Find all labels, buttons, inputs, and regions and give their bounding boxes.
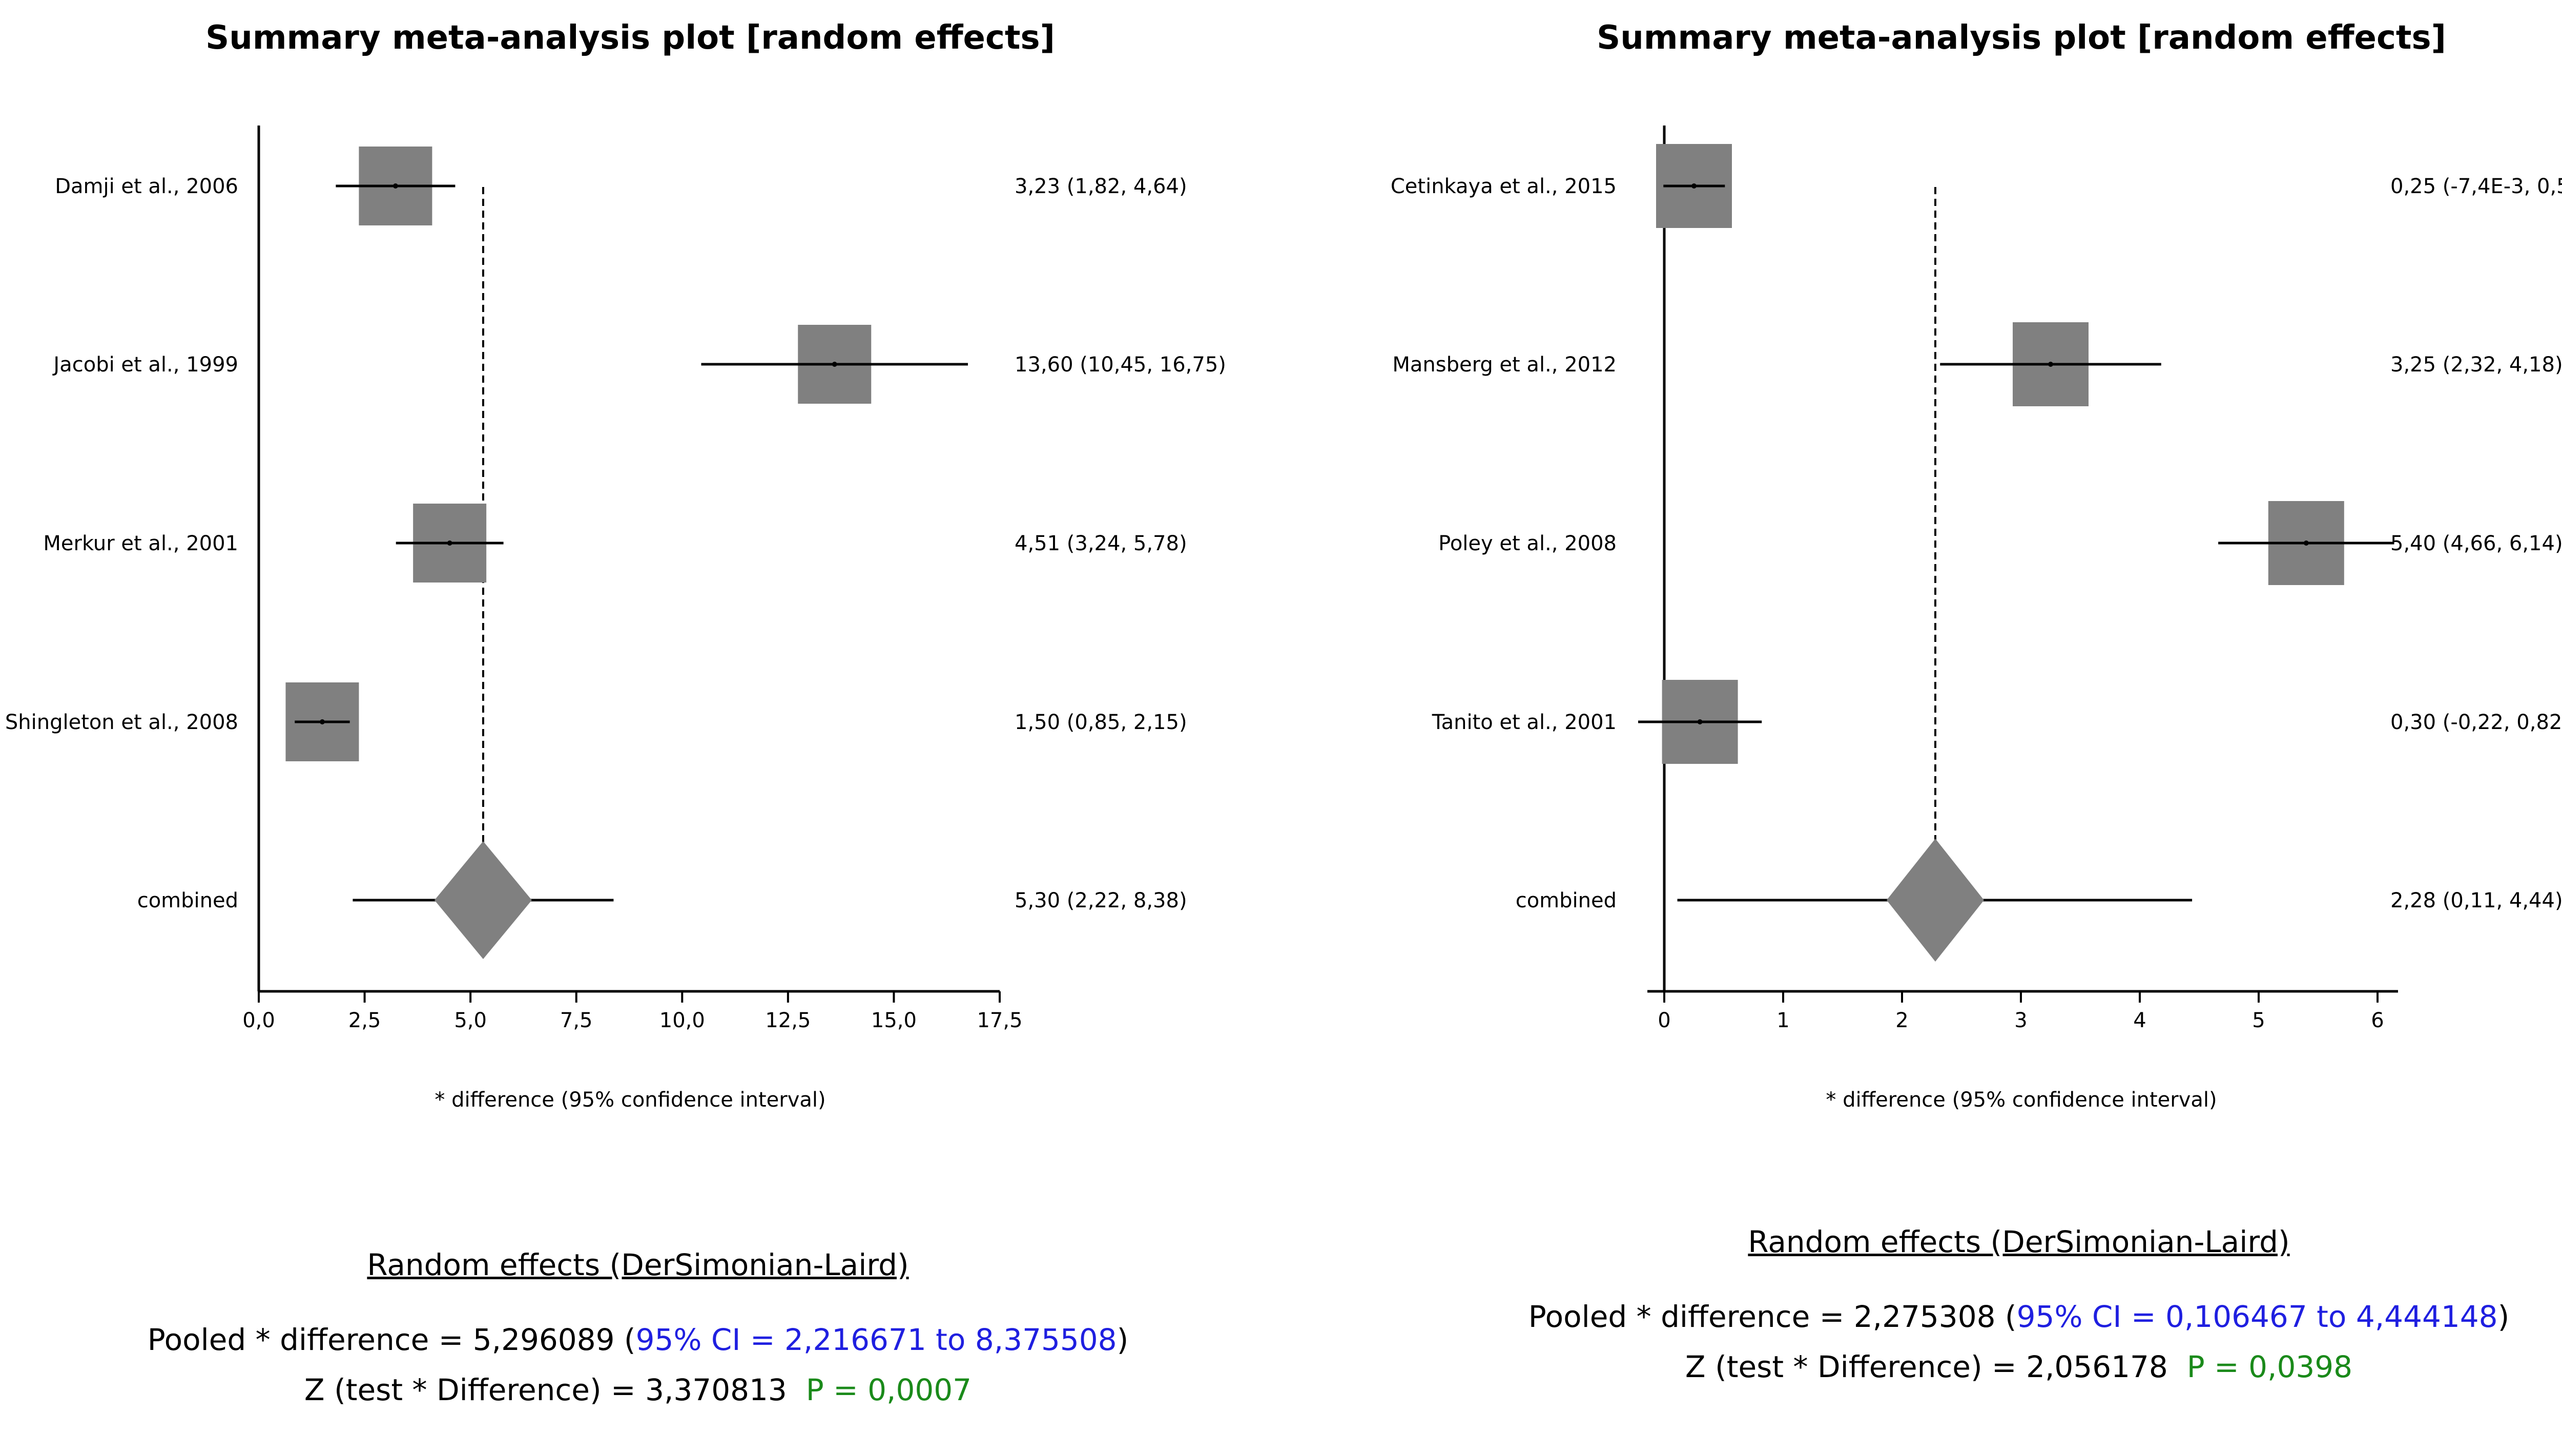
x-tick-label: 3 — [2014, 1009, 2027, 1032]
z-line: Z (test * Difference) = 2,056178 P = 0,0… — [1455, 1342, 2562, 1392]
x-tick-label: 0,0 — [242, 1009, 275, 1032]
study-ci-text: 0,30 (-0,22, 0,82) — [2390, 711, 2562, 734]
study-point — [447, 540, 452, 546]
pooled-line: Pooled * difference = 2,275308 (95% CI =… — [1455, 1292, 2562, 1342]
combined-diamond — [434, 841, 532, 959]
pooled-line: Pooled * difference = 5,296089 (95% CI =… — [74, 1315, 1202, 1365]
study-point — [392, 183, 398, 189]
study-label: Cetinkaya et al., 2015 — [1391, 175, 1617, 198]
combined-ci-text: 5,30 (2,22, 8,38) — [1015, 889, 1187, 912]
pooled-suffix: ) — [1117, 1322, 1129, 1357]
study-label: Tanito et al., 2001 — [1432, 711, 1617, 734]
study-point — [1697, 719, 1703, 724]
z-text: Z (test * Difference) = 2,056178 — [1685, 1349, 2168, 1384]
x-tick-label: 15,0 — [871, 1009, 917, 1032]
x-tick-label: 5 — [2252, 1009, 2265, 1032]
x-tick-label: 10,0 — [659, 1009, 705, 1032]
chart-title: Summary meta-analysis plot [random effec… — [205, 19, 1055, 57]
p-value: P = 0,0398 — [2186, 1349, 2353, 1384]
combined-ci-text: 2,28 (0,11, 4,44) — [2390, 889, 2562, 912]
study-point — [1691, 183, 1697, 189]
study-point — [832, 362, 837, 367]
study-ci-text: 4,51 (3,24, 5,78) — [1015, 532, 1187, 555]
summary-right: Random effects (DerSimonian-Laird) Poole… — [1455, 1217, 2562, 1392]
x-tick-label: 1 — [1776, 1009, 1789, 1032]
study-ci-text: 13,60 (10,45, 16,75) — [1015, 353, 1226, 377]
x-tick-label: 0 — [1658, 1009, 1670, 1032]
combined-label: combined — [1516, 889, 1617, 912]
x-tick-label: 2 — [1895, 1009, 1908, 1032]
study-label: Shingleton et al., 2008 — [5, 711, 238, 734]
x-tick-label: 4 — [2133, 1009, 2146, 1032]
pooled-text: Pooled * difference = 5,296089 ( — [147, 1322, 636, 1357]
pooled-text: Pooled * difference = 2,275308 ( — [1528, 1299, 2017, 1334]
study-point — [319, 719, 325, 724]
study-ci-text: 3,23 (1,82, 4,64) — [1015, 175, 1187, 198]
x-tick-label: 12,5 — [765, 1009, 811, 1032]
pooled-suffix: ) — [2497, 1299, 2510, 1334]
study-ci-text: 3,25 (2,32, 4,18) — [2390, 353, 2562, 377]
x-tick-label: 17,5 — [977, 1009, 1022, 1032]
combined-diamond — [1886, 839, 1984, 962]
x-tick-label: 5,0 — [454, 1009, 487, 1032]
study-point — [2303, 540, 2309, 546]
study-label: Poley et al., 2008 — [1438, 532, 1617, 555]
p-value: P = 0,0007 — [805, 1372, 972, 1407]
study-point — [2048, 362, 2053, 367]
x-tick-label: 7,5 — [560, 1009, 593, 1032]
x-tick-label: 2,5 — [348, 1009, 381, 1032]
study-ci-text: 0,25 (-7,4E-3, 0,51) — [2390, 175, 2562, 198]
study-label: Mansberg et al., 2012 — [1392, 353, 1617, 377]
x-axis-label: * difference (95% confidence interval) — [435, 1088, 825, 1112]
study-ci-text: 5,40 (4,66, 6,14) — [2390, 532, 2562, 555]
summary-heading: Random effects (DerSimonian-Laird) — [367, 1247, 909, 1282]
x-tick-label: 6 — [2371, 1009, 2384, 1032]
summary-left: Random effects (DerSimonian-Laird) Poole… — [74, 1240, 1202, 1415]
pooled-ci: 95% CI = 0,106467 to 4,444148 — [2016, 1299, 2498, 1334]
x-axis-label: * difference (95% confidence interval) — [1826, 1088, 2217, 1112]
combined-label: combined — [137, 889, 238, 912]
study-ci-text: 1,50 (0,85, 2,15) — [1015, 711, 1187, 734]
study-label: Jacobi et al., 1999 — [52, 353, 238, 377]
z-text: Z (test * Difference) = 3,370813 — [304, 1372, 787, 1407]
study-label: Damji et al., 2006 — [55, 175, 238, 198]
pooled-ci: 95% CI = 2,216671 to 8,375508 — [635, 1322, 1117, 1357]
chart-title: Summary meta-analysis plot [random effec… — [1597, 19, 2446, 57]
summary-heading: Random effects (DerSimonian-Laird) — [1748, 1224, 2290, 1259]
z-line: Z (test * Difference) = 3,370813 P = 0,0… — [74, 1365, 1202, 1415]
study-label: Merkur et al., 2001 — [43, 532, 238, 555]
